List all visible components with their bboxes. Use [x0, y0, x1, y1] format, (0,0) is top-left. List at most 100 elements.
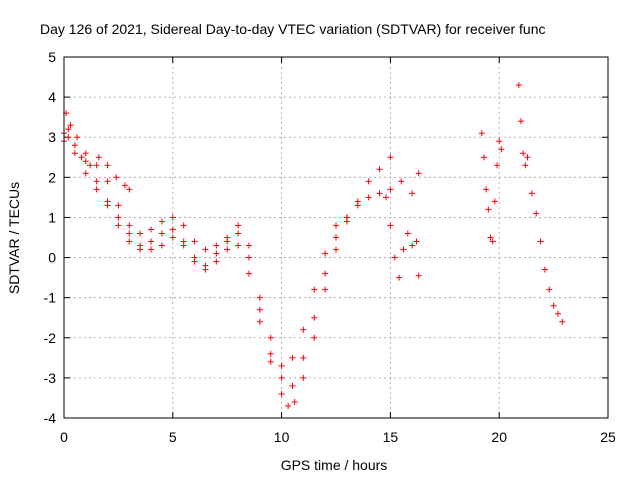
data-point: [126, 238, 133, 245]
data-point: [300, 354, 307, 361]
data-point: [400, 246, 407, 253]
data-point: [520, 150, 527, 157]
data-point: [537, 238, 544, 245]
data-point: [126, 186, 133, 193]
data-point: [522, 162, 529, 169]
x-tick-label: 20: [491, 429, 507, 445]
y-tick-label: 2: [48, 169, 56, 185]
data-point: [333, 234, 339, 241]
data-point: [541, 266, 548, 273]
data-point: [93, 162, 100, 169]
data-point: [115, 202, 122, 209]
data-point: [278, 390, 285, 397]
data-point: [180, 222, 187, 229]
y-tick-label: 3: [48, 129, 56, 145]
data-point: [354, 202, 361, 209]
data-point: [300, 326, 307, 333]
chart-title: Day 126 of 2021, Sidereal Day-to-day VTE…: [40, 21, 546, 37]
data-point: [383, 194, 390, 201]
data-point: [267, 350, 274, 357]
data-point: [396, 274, 403, 281]
data-point: [413, 238, 420, 245]
data-point: [256, 306, 263, 313]
y-tick-label: 5: [48, 49, 56, 65]
data-point: [415, 170, 422, 177]
data-point: [311, 314, 318, 321]
data-point: [311, 286, 318, 293]
data-point: [365, 194, 372, 201]
data-point: [213, 242, 220, 249]
data-point: [291, 398, 298, 405]
data-point: [333, 246, 339, 253]
data-point: [524, 154, 531, 161]
data-point: [104, 178, 111, 185]
data-point: [494, 162, 501, 169]
data-point: [93, 178, 100, 185]
data-point: [554, 310, 561, 317]
data-point: [121, 182, 128, 189]
data-point: [278, 362, 285, 369]
data-point: [158, 242, 165, 249]
plot-frame: [63, 56, 609, 419]
data-point: [322, 286, 329, 293]
data-point: [65, 126, 72, 133]
data-point: [126, 230, 133, 237]
data-point: [376, 190, 383, 197]
data-point: [74, 134, 81, 141]
data-point: [67, 122, 74, 129]
data-point: [158, 218, 165, 225]
data-point: [528, 190, 535, 197]
data-point: [148, 226, 155, 233]
data-point: [87, 162, 94, 169]
data-point: [169, 226, 176, 233]
data-point: [517, 118, 524, 125]
data-point: [71, 142, 78, 149]
data-point: [489, 238, 496, 245]
data-point: [387, 222, 394, 229]
y-tick-label: 0: [48, 250, 56, 266]
data-point: [191, 254, 198, 261]
data-point: [113, 174, 120, 181]
data-point: [245, 242, 252, 249]
y-tick-label: -1: [44, 290, 57, 306]
data-point: [376, 166, 383, 173]
data-point: [82, 170, 89, 177]
data-point: [235, 222, 242, 229]
data-point: [391, 254, 398, 261]
data-point: [322, 250, 329, 257]
y-tick-label: -3: [44, 370, 57, 386]
data-point: [491, 198, 498, 205]
data-point: [256, 318, 263, 325]
data-point: [137, 246, 144, 253]
data-point: [235, 242, 242, 249]
y-tick-label: -4: [44, 410, 57, 426]
x-tick-label: 10: [274, 429, 290, 445]
data-point: [559, 318, 566, 325]
axis-ticks: 0 5 10 15 20 25 -4 -3 -2 -1 0 1 2 3 4 5: [44, 49, 616, 445]
data-point: [483, 186, 490, 193]
data-point: [115, 214, 122, 221]
x-tick-label: 5: [169, 429, 177, 445]
data-point: [235, 230, 242, 237]
data-point: [245, 270, 252, 277]
x-tick-label: 0: [60, 429, 68, 445]
x-tick-label: 15: [383, 429, 399, 445]
data-point: [93, 186, 100, 193]
data-point: [82, 158, 89, 165]
data-point: [267, 358, 274, 365]
y-tick-label: -2: [44, 330, 57, 346]
data-points: [61, 82, 566, 409]
x-tick-label: 25: [600, 429, 616, 445]
data-point: [78, 154, 85, 161]
data-point: [322, 270, 329, 277]
data-point: [202, 262, 209, 269]
data-point: [398, 178, 405, 185]
data-point: [104, 162, 111, 169]
y-tick-label: 1: [48, 209, 56, 225]
data-point: [169, 214, 176, 221]
data-point: [213, 258, 220, 265]
data-point: [158, 230, 165, 237]
data-point: [82, 150, 89, 157]
